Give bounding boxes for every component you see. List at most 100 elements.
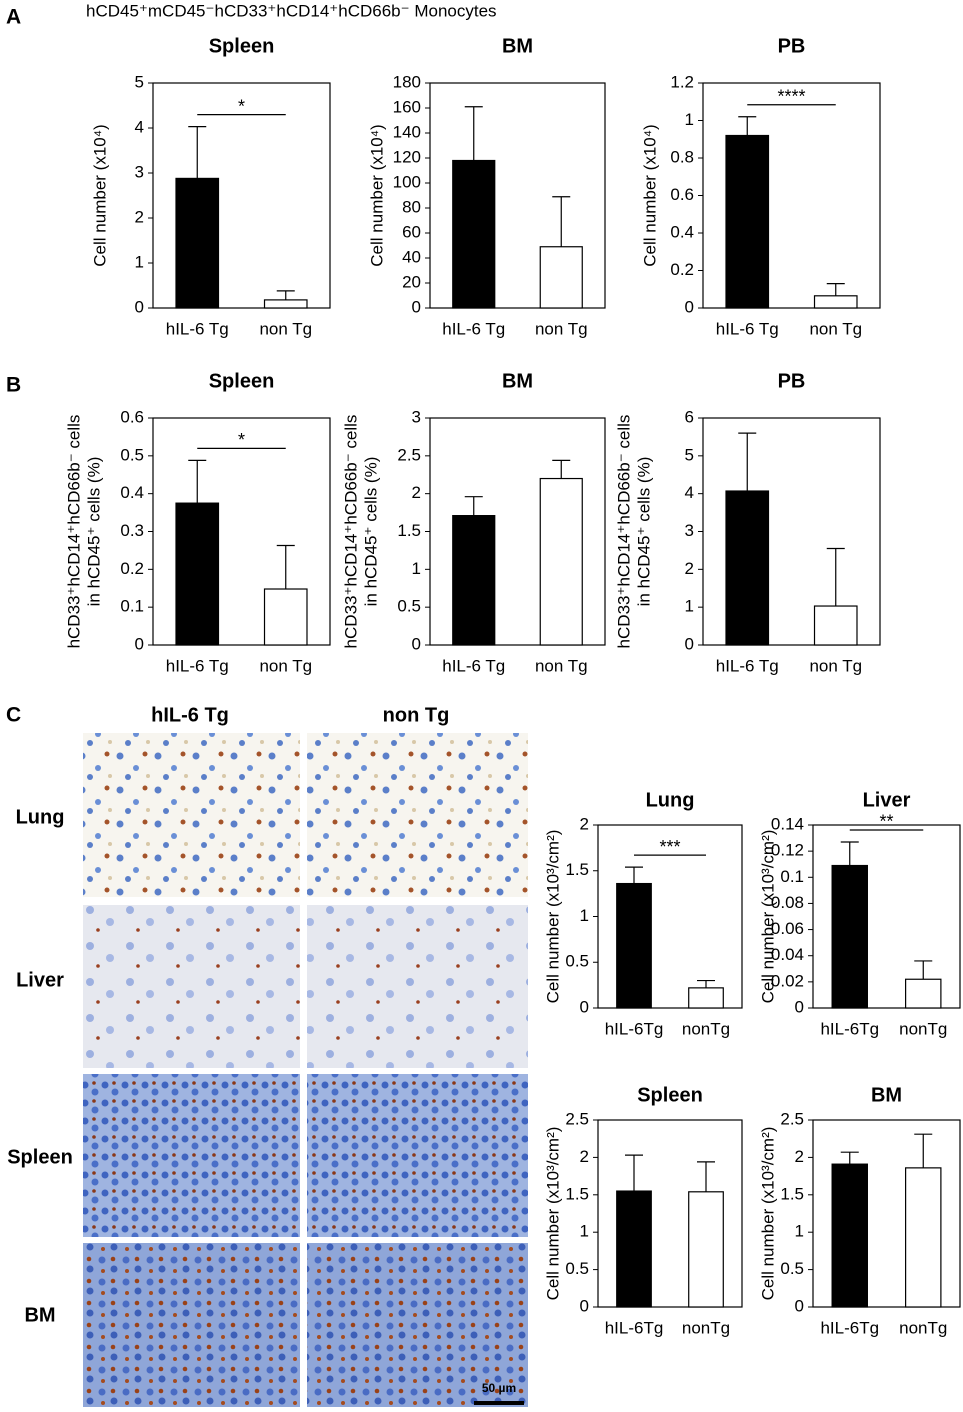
chart-title: PB	[778, 35, 806, 57]
y-tick-label: 1.5	[397, 521, 421, 540]
y-axis-label: in hCD45⁺ cells (%)	[361, 457, 380, 607]
bar	[539, 246, 583, 309]
chart-title: PB	[778, 370, 806, 392]
micrograph	[83, 733, 300, 897]
y-tick-label: 0	[685, 297, 694, 316]
y-tick-label: 2.5	[565, 1109, 589, 1128]
chart-title: Spleen	[209, 35, 275, 57]
bar	[725, 490, 770, 646]
bar	[263, 588, 308, 646]
bar	[452, 515, 496, 646]
y-tick-label: 3	[412, 407, 421, 426]
y-tick-label: 2	[580, 814, 589, 833]
micrograph	[83, 1243, 300, 1407]
image-row-label: Lung	[16, 806, 65, 828]
image-row-label: Liver	[16, 969, 64, 991]
bar	[831, 864, 868, 1009]
y-tick-label: 20	[402, 272, 421, 291]
bar	[175, 177, 220, 309]
x-tick-label: non Tg	[809, 656, 862, 675]
bar	[813, 605, 858, 646]
image-column-label: hIL-6 Tg	[151, 704, 229, 726]
y-tick-label: 0.1	[780, 867, 804, 886]
y-tick-label: 0.6	[670, 185, 694, 204]
y-tick-label: 0.12	[771, 841, 804, 860]
y-tick-label: 0.04	[771, 945, 804, 964]
y-tick-label: 60	[402, 222, 421, 241]
y-tick-label: 0	[412, 634, 421, 653]
bar	[725, 134, 770, 309]
chart-title: Liver	[863, 789, 911, 811]
y-tick-label: 180	[393, 72, 421, 91]
y-tick-label: 140	[393, 122, 421, 141]
y-tick-label: 5	[135, 72, 144, 91]
y-tick-label: 0.1	[120, 597, 144, 616]
x-tick-label: hIL-6Tg	[820, 1318, 879, 1337]
x-tick-label: nonTg	[899, 1318, 947, 1337]
scale-bar	[474, 1401, 524, 1405]
bar	[616, 1190, 652, 1308]
chart-title: BM	[502, 35, 533, 57]
panel-label: A	[6, 6, 21, 29]
y-tick-label: 1	[580, 906, 589, 925]
y-tick-label: 1	[795, 1222, 804, 1241]
plot-frame	[812, 1119, 961, 1308]
y-tick-label: 0.06	[771, 919, 804, 938]
y-axis-label: Cell number (x10⁴)	[90, 124, 109, 266]
micrograph	[307, 733, 528, 897]
significance-label: *	[238, 96, 245, 116]
x-tick-label: nonTg	[899, 1019, 947, 1038]
y-tick-label: 80	[402, 197, 421, 216]
y-tick-label: 0	[580, 997, 589, 1016]
plot-frame	[812, 824, 961, 1009]
bar	[831, 1163, 868, 1308]
y-axis-label: hCD33⁺hCD14⁺hCD66b⁻ cells	[614, 415, 633, 649]
bar	[452, 159, 496, 309]
micrograph	[307, 905, 528, 1068]
y-axis-label: hCD33⁺hCD14⁺hCD66b⁻ cells	[64, 415, 83, 649]
y-tick-label: 0	[135, 634, 144, 653]
x-tick-label: non Tg	[535, 656, 588, 675]
y-tick-label: 1	[685, 597, 694, 616]
y-tick-label: 1	[685, 110, 694, 129]
micrograph	[83, 905, 300, 1068]
plot-frame	[152, 82, 331, 309]
y-tick-label: 0	[412, 297, 421, 316]
chart-title: Lung	[646, 789, 695, 811]
x-tick-label: hIL-6 Tg	[716, 319, 779, 338]
bar	[905, 1167, 942, 1308]
micrograph	[307, 1074, 528, 1237]
y-tick-label: 0.5	[780, 1259, 804, 1278]
significance-label: *	[238, 430, 245, 450]
x-tick-label: hIL-6 Tg	[166, 319, 229, 338]
x-tick-label: hIL-6Tg	[605, 1318, 664, 1337]
y-axis-label: Cell number (x10⁴)	[367, 124, 386, 266]
y-tick-label: 0.6	[120, 407, 144, 426]
y-tick-label: 4	[685, 483, 694, 502]
x-tick-label: hIL-6 Tg	[716, 656, 779, 675]
y-tick-label: 0	[685, 634, 694, 653]
y-axis-label: Cell number (x10³/cm²)	[543, 1127, 562, 1301]
y-tick-label: 2	[412, 483, 421, 502]
y-tick-label: 0.3	[120, 521, 144, 540]
y-tick-label: 1	[412, 559, 421, 578]
chart-title: Spleen	[209, 370, 275, 392]
y-tick-label: 0.4	[120, 483, 144, 502]
bar	[813, 295, 858, 309]
image-row-label: BM	[24, 1304, 55, 1326]
y-axis-label: Cell number (x10⁴)	[640, 124, 659, 266]
y-axis-label: in hCD45⁺ cells (%)	[84, 457, 103, 607]
x-tick-label: non Tg	[535, 319, 588, 338]
y-tick-label: 6	[685, 407, 694, 426]
y-tick-label: 0.5	[397, 597, 421, 616]
plot-frame	[429, 82, 606, 309]
significance-label: ***	[659, 837, 680, 857]
y-tick-label: 4	[135, 117, 144, 136]
y-tick-label: 1.5	[565, 1184, 589, 1203]
y-tick-label: 1.5	[780, 1184, 804, 1203]
y-tick-label: 0.08	[771, 893, 804, 912]
y-axis-label: hCD33⁺hCD14⁺hCD66b⁻ cells	[341, 415, 360, 649]
bar	[263, 299, 308, 309]
image-row-label: Spleen	[7, 1146, 73, 1168]
y-tick-label: 0.8	[670, 147, 694, 166]
